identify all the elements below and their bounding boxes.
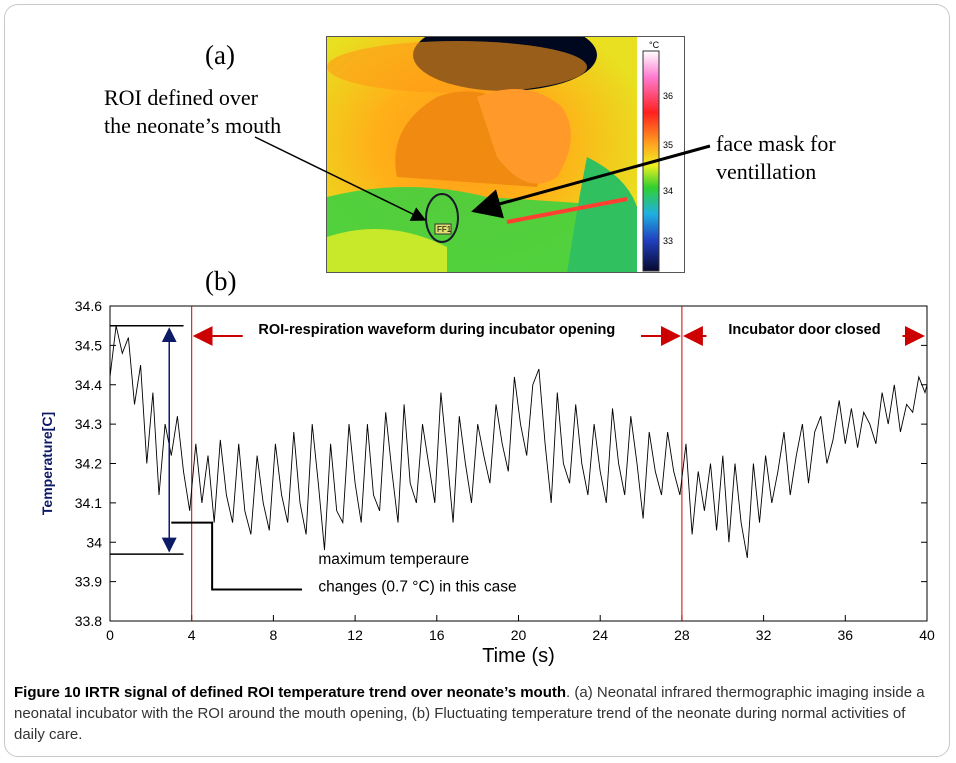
roi-annotation-line1: ROI defined over xyxy=(104,85,258,110)
roi-box-label: FF1 xyxy=(437,225,452,234)
panel-b-label: (b) xyxy=(205,266,237,296)
region-markers xyxy=(191,306,683,621)
y-tick-label: 34 xyxy=(86,534,102,550)
region2-label-bg xyxy=(706,322,903,344)
caption-title: Figure 10 IRTR signal of defined ROI tem… xyxy=(14,684,567,701)
x-axis-label: Time (s) xyxy=(482,645,555,667)
mask-annotation-line2: ventillation xyxy=(716,159,817,184)
region2-label: Incubator door closed xyxy=(728,322,880,338)
roi-annotation-line2: the neonate’s mouth xyxy=(104,113,282,138)
x-tick-label: 32 xyxy=(756,627,772,643)
y-tick-label: 34.1 xyxy=(75,495,102,511)
colorbar-tick-36: 36 xyxy=(663,91,673,101)
panel-a-label: (a) xyxy=(205,40,235,70)
colorbar-unit: °C xyxy=(649,40,660,50)
plot-area: 33.8 33.9 34 34.1 34.2 34.3 34.4 34.5 34.6 0 4 8 12… xyxy=(39,298,935,667)
thermal-image-canvas: FF1 °C 36 35 34 33 xyxy=(327,37,684,272)
x-tick-label: 28 xyxy=(674,627,690,643)
mask-pointer-arrow xyxy=(471,144,711,219)
y-tick-label: 33.9 xyxy=(75,574,102,590)
x-tick-label: 0 xyxy=(106,627,114,643)
y-tick-label: 33.8 xyxy=(75,613,102,629)
x-tick-label: 8 xyxy=(270,627,278,643)
colorbar-tick-33: 33 xyxy=(663,236,673,246)
chart-annotations: ROI-respiration waveform during incubato… xyxy=(110,322,925,595)
x-tick-label: 36 xyxy=(838,627,854,643)
y-tick-label: 34.3 xyxy=(75,416,102,432)
region1-label: ROI-respiration waveform during incubato… xyxy=(258,322,615,338)
x-tick-label: 12 xyxy=(347,627,363,643)
series-line xyxy=(109,325,928,559)
callout-bracket xyxy=(171,521,302,591)
callout-line1: maximum temperaure xyxy=(318,551,469,568)
mask-annotation: face mask for ventillation xyxy=(716,130,836,186)
x-tick-label: 16 xyxy=(429,627,445,643)
plot-frame xyxy=(109,305,928,622)
roi-annotation: ROI defined over the neonate’s mouth xyxy=(104,84,281,140)
y-tick-label: 34.2 xyxy=(75,456,102,472)
colorbar-tick-34: 34 xyxy=(663,186,673,196)
x-tick-label: 20 xyxy=(511,627,527,643)
x-axis: 0 4 8 12 16 20 24 28 32 36 40 xyxy=(106,615,935,643)
y-tick-label: 34.6 xyxy=(75,298,102,314)
y-axis-label: Temperature[C] xyxy=(39,412,55,515)
y-axis: 33.8 33.9 34 34.1 34.2 34.3 34.4 34.5 34.6 xyxy=(75,298,927,629)
thermal-image: FF1 °C 36 35 34 33 xyxy=(326,36,685,273)
y-tick-label: 34.5 xyxy=(75,337,102,353)
caption-text: . (a) Neonatal infrared thermographic im… xyxy=(14,684,925,743)
region1-label-bg xyxy=(242,322,642,344)
x-tick-label: 24 xyxy=(592,627,608,643)
mask-annotation-line1: face mask for xyxy=(716,131,836,156)
figure-frame xyxy=(4,4,950,757)
x-tick-label: 40 xyxy=(919,627,935,643)
x-tick-label: 4 xyxy=(188,627,196,643)
colorbar-tick-35: 35 xyxy=(663,140,673,150)
figure-caption: Figure 10 IRTR signal of defined ROI tem… xyxy=(14,682,940,745)
roi-pointer-arrow xyxy=(254,136,427,221)
callout-line2: changes (0.7 °C) in this case xyxy=(318,578,516,595)
y-tick-label: 34.4 xyxy=(75,377,102,393)
